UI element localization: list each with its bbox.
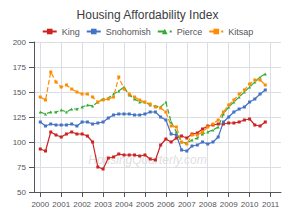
svg-text:HousingQuarterly.com: HousingQuarterly.com (88, 153, 206, 167)
svg-text:2002: 2002 (73, 200, 91, 209)
svg-text:2001: 2001 (52, 200, 70, 209)
svg-text:200: 200 (13, 38, 27, 47)
svg-text:Pierce: Pierce (177, 27, 203, 37)
svg-text:125: 125 (13, 113, 27, 122)
svg-text:2005: 2005 (136, 200, 154, 209)
svg-text:2006: 2006 (157, 200, 175, 209)
svg-text:2009: 2009 (220, 200, 238, 209)
svg-text:2010: 2010 (241, 200, 259, 209)
svg-text:175: 175 (13, 63, 27, 72)
svg-text:2008: 2008 (199, 200, 217, 209)
svg-text:King: King (62, 27, 80, 37)
svg-text:Snohomish: Snohomish (106, 27, 151, 37)
svg-text:2004: 2004 (115, 200, 133, 209)
svg-text:2003: 2003 (94, 200, 112, 209)
svg-text:150: 150 (13, 88, 27, 97)
svg-text:Housing Affordability Index: Housing Affordability Index (77, 8, 219, 22)
svg-text:2000: 2000 (31, 200, 49, 209)
svg-text:100: 100 (13, 138, 27, 147)
svg-text:Kitsap: Kitsap (228, 27, 253, 37)
svg-text:50: 50 (17, 188, 26, 197)
svg-text:2011: 2011 (262, 200, 280, 209)
svg-text:75: 75 (17, 163, 26, 172)
svg-text:2007: 2007 (178, 200, 196, 209)
